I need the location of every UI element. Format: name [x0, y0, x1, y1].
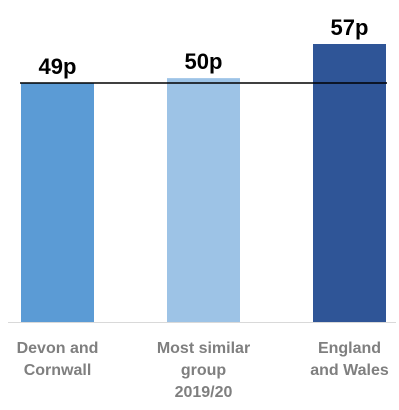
- category-label-line: Cornwall: [24, 362, 92, 379]
- category-label-line: Most similar: [157, 340, 250, 357]
- category-label-0: Devon and Cornwall: [17, 340, 99, 379]
- category-label-2: England and Wales: [310, 340, 389, 379]
- category-label-line: 2019/20: [175, 384, 233, 401]
- bar-1: [167, 78, 240, 322]
- bar-0: [21, 83, 94, 322]
- category-label-line: and Wales: [310, 362, 389, 379]
- data-label-2: 57p: [331, 15, 369, 40]
- category-label-1: Most similar group 2019/20: [157, 340, 250, 401]
- data-label-1: 50p: [185, 49, 223, 74]
- category-label-line: group: [181, 362, 227, 379]
- category-label-line: Devon and: [17, 340, 99, 357]
- data-label-0: 49p: [39, 54, 77, 79]
- category-label-line: England: [318, 340, 381, 357]
- bar-2: [313, 44, 386, 322]
